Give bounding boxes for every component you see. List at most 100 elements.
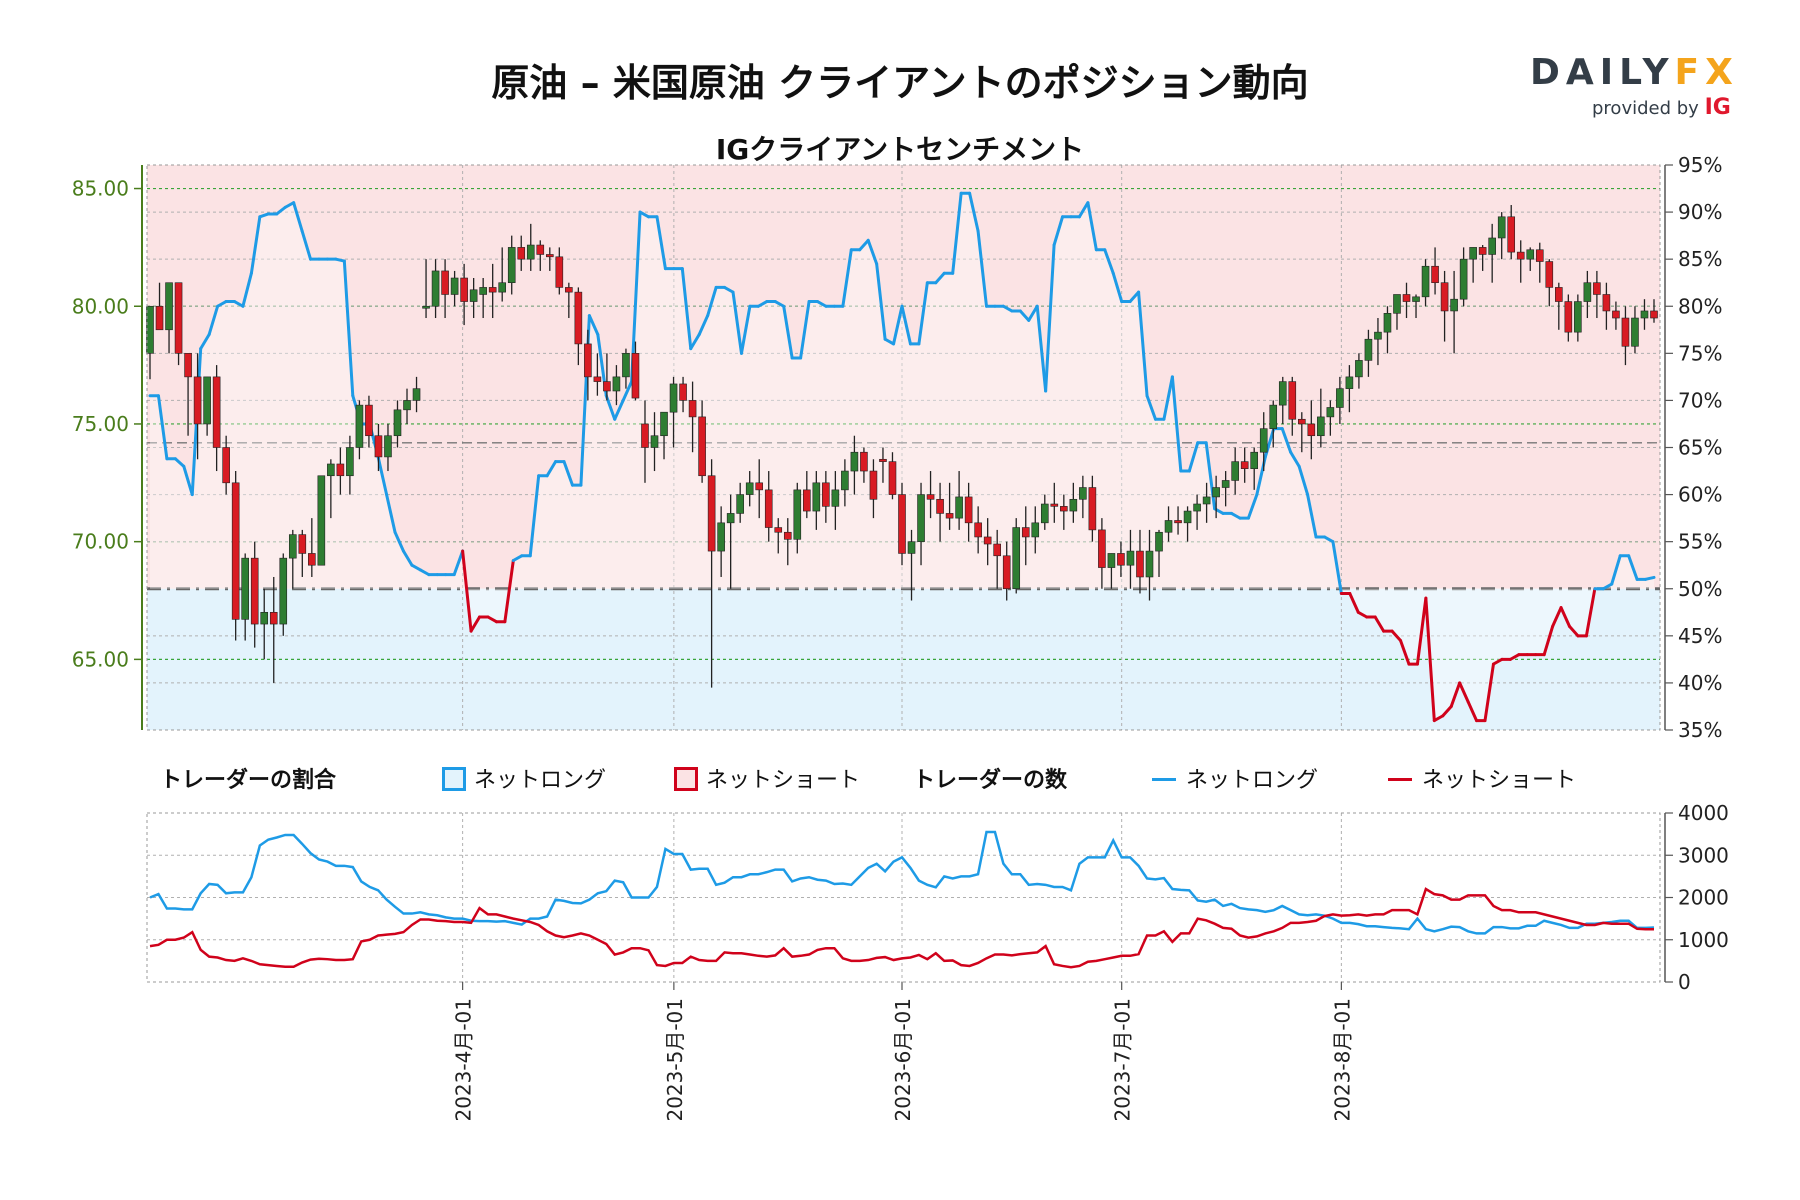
candle-down — [822, 482, 830, 507]
sentiment-segment — [934, 271, 946, 285]
candle-up — [1193, 503, 1201, 512]
sentiment-segment — [1187, 441, 1200, 473]
candle-down — [983, 536, 992, 545]
sentiment-tick-label: 45% — [1678, 624, 1722, 648]
sentiment-segment — [528, 474, 541, 558]
price-candles — [146, 205, 1658, 688]
candle-down — [1478, 247, 1487, 255]
candle-up — [1079, 487, 1087, 500]
candle-up — [1326, 407, 1335, 418]
sentiment-segment — [638, 210, 651, 219]
sentiment-segment — [731, 290, 743, 355]
candle-down — [764, 489, 773, 528]
candle-down — [926, 494, 935, 500]
candle-up — [507, 247, 516, 284]
sentiment-tick-label: 70% — [1678, 388, 1722, 412]
sentiment-segment — [292, 201, 304, 233]
sentiment-segment — [275, 205, 287, 216]
sentiment-segment — [1584, 587, 1597, 638]
candle-up — [450, 277, 459, 295]
candle-up — [1412, 296, 1420, 302]
sentiment-segment — [452, 549, 465, 577]
sentiment-segment — [680, 267, 693, 351]
date-tick-label: 2023-7月-01 — [1111, 998, 1135, 1122]
candle-down — [517, 247, 526, 260]
price-tick-label: 65.00 — [72, 647, 129, 671]
date-tick-label: 2023-8月-01 — [1330, 998, 1354, 1122]
sentiment-segment — [1331, 540, 1343, 595]
candle-up — [165, 282, 173, 331]
sentiment-segment — [604, 394, 617, 421]
candle-up — [717, 522, 725, 552]
count-lines — [149, 830, 1655, 969]
sentiment-segment — [968, 191, 980, 233]
candle-down — [545, 254, 554, 258]
candle-down — [488, 287, 497, 293]
candle-down — [755, 482, 764, 491]
candle-down — [1516, 251, 1525, 260]
logo-brand-daily: DAILY — [1530, 52, 1675, 93]
candle-up — [1583, 282, 1592, 302]
sentiment-segment — [1170, 375, 1183, 473]
candle-down — [783, 531, 792, 540]
sentiment-segment — [1373, 615, 1386, 633]
candle-up — [1469, 247, 1477, 260]
sentiment-segment — [199, 333, 211, 351]
candle-up — [1374, 331, 1382, 340]
sentiment-segment — [1306, 493, 1318, 539]
candle-down — [460, 277, 468, 302]
sentiment-segment — [249, 215, 262, 275]
count-axes: 0 1000 2000 3000 4000 — [146, 801, 1729, 994]
sentiment-segment — [1399, 639, 1411, 666]
legend-count-short: ネットショート — [1388, 762, 1576, 794]
sentiment-tick-label: 35% — [1678, 718, 1722, 742]
candle-down — [250, 557, 259, 625]
sentiment-segment — [1348, 591, 1360, 614]
price-tick-label: 85.00 — [72, 177, 129, 201]
candle-down — [603, 381, 611, 392]
sentiment-segment — [1137, 290, 1149, 398]
short-line-icon — [1388, 778, 1412, 781]
legend-count-long: ネットロング — [1152, 762, 1318, 794]
sentiment-tick-label: 80% — [1678, 294, 1722, 318]
count-tick-label: 3000 — [1678, 843, 1729, 867]
candle-up — [241, 557, 249, 620]
sentiment-segment — [1449, 681, 1462, 708]
logo-ig: IG — [1704, 95, 1731, 120]
candle-up — [279, 557, 288, 625]
candle-up — [412, 388, 421, 401]
candle-up — [726, 513, 735, 524]
candle-up — [260, 611, 269, 625]
sentiment-segment — [1289, 450, 1301, 468]
sentiment-segment — [216, 300, 228, 308]
sentiment-segment — [816, 300, 828, 308]
candle-down — [688, 400, 697, 418]
sentiment-tick-label: 90% — [1678, 200, 1722, 224]
sentiment-segment — [697, 314, 710, 336]
sentiment-segment — [900, 304, 912, 346]
candle-down — [1555, 287, 1563, 302]
sentiment-segment — [232, 300, 245, 308]
sentiment-segment — [156, 394, 169, 461]
sentiment-segment — [182, 464, 194, 497]
candle-up — [1631, 317, 1639, 347]
sentiment-tick-label: 85% — [1678, 247, 1722, 271]
sentiment-segment — [1103, 248, 1115, 275]
sentiment-segment — [1491, 657, 1504, 666]
sentiment-segment — [756, 300, 769, 308]
candle-down — [707, 475, 716, 552]
main-axes: 65.00 70.00 75.00 80.00 85.00 35% 40% 45% 50% 55%… — [72, 153, 1723, 742]
candle-up — [384, 435, 392, 458]
sentiment-segment — [1280, 427, 1293, 454]
candle-up — [479, 287, 487, 295]
sentiment-segment — [1458, 681, 1470, 704]
candle-up — [1459, 258, 1468, 300]
count-tick-label: 2000 — [1678, 886, 1729, 910]
candle-down — [888, 461, 897, 495]
candle-down — [1612, 310, 1620, 319]
date-tick-label: 2023-6月-01 — [891, 998, 915, 1122]
candle-up — [650, 435, 659, 448]
candle-down — [184, 353, 192, 378]
sentiment-tick-label: 55% — [1678, 530, 1722, 554]
